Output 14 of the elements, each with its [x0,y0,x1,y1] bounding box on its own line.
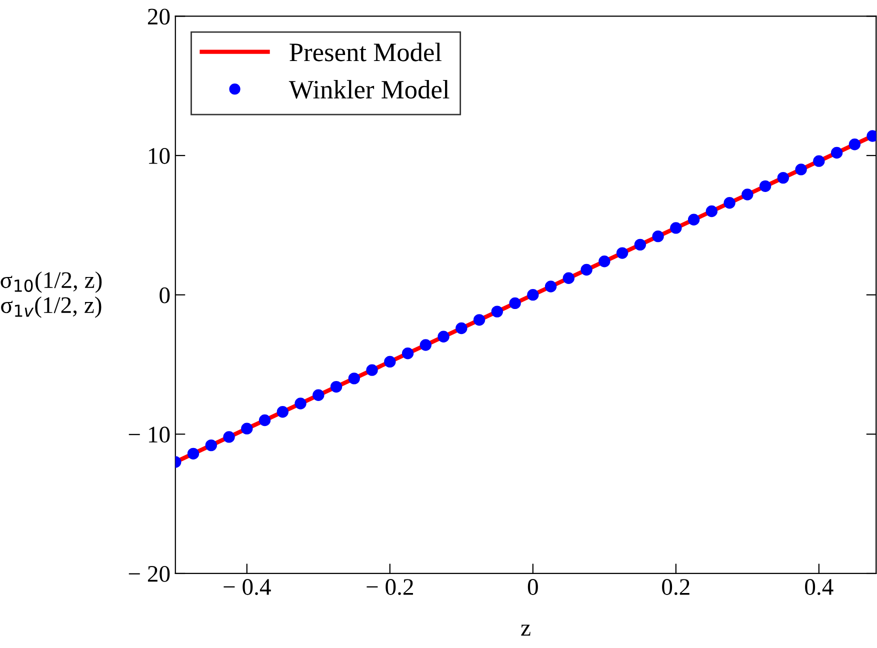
y-tick-label: − 10 [128,426,170,443]
y-tick-label: 0 [160,287,170,304]
x-tick-label: 0.2 [662,579,690,596]
x-tick-label: 0.4 [805,579,834,596]
y-axis-title: σ$_{10}$(1/2, z) σ$_{1v}$(1/2, z) [0,271,102,318]
y-tick-label: 10 [149,148,170,164]
x-axis-title: z [521,624,530,636]
x-tick-label: − 0.2 [366,579,413,596]
legend-label: Present Model [290,42,442,62]
legend-label: Winkler Model [288,80,450,99]
x-tick-label: − 0.4 [224,579,271,596]
y-tick-label: − 20 [128,566,170,582]
x-tick-label: 0 [528,579,538,595]
y-tick-label: 20 [148,8,170,25]
